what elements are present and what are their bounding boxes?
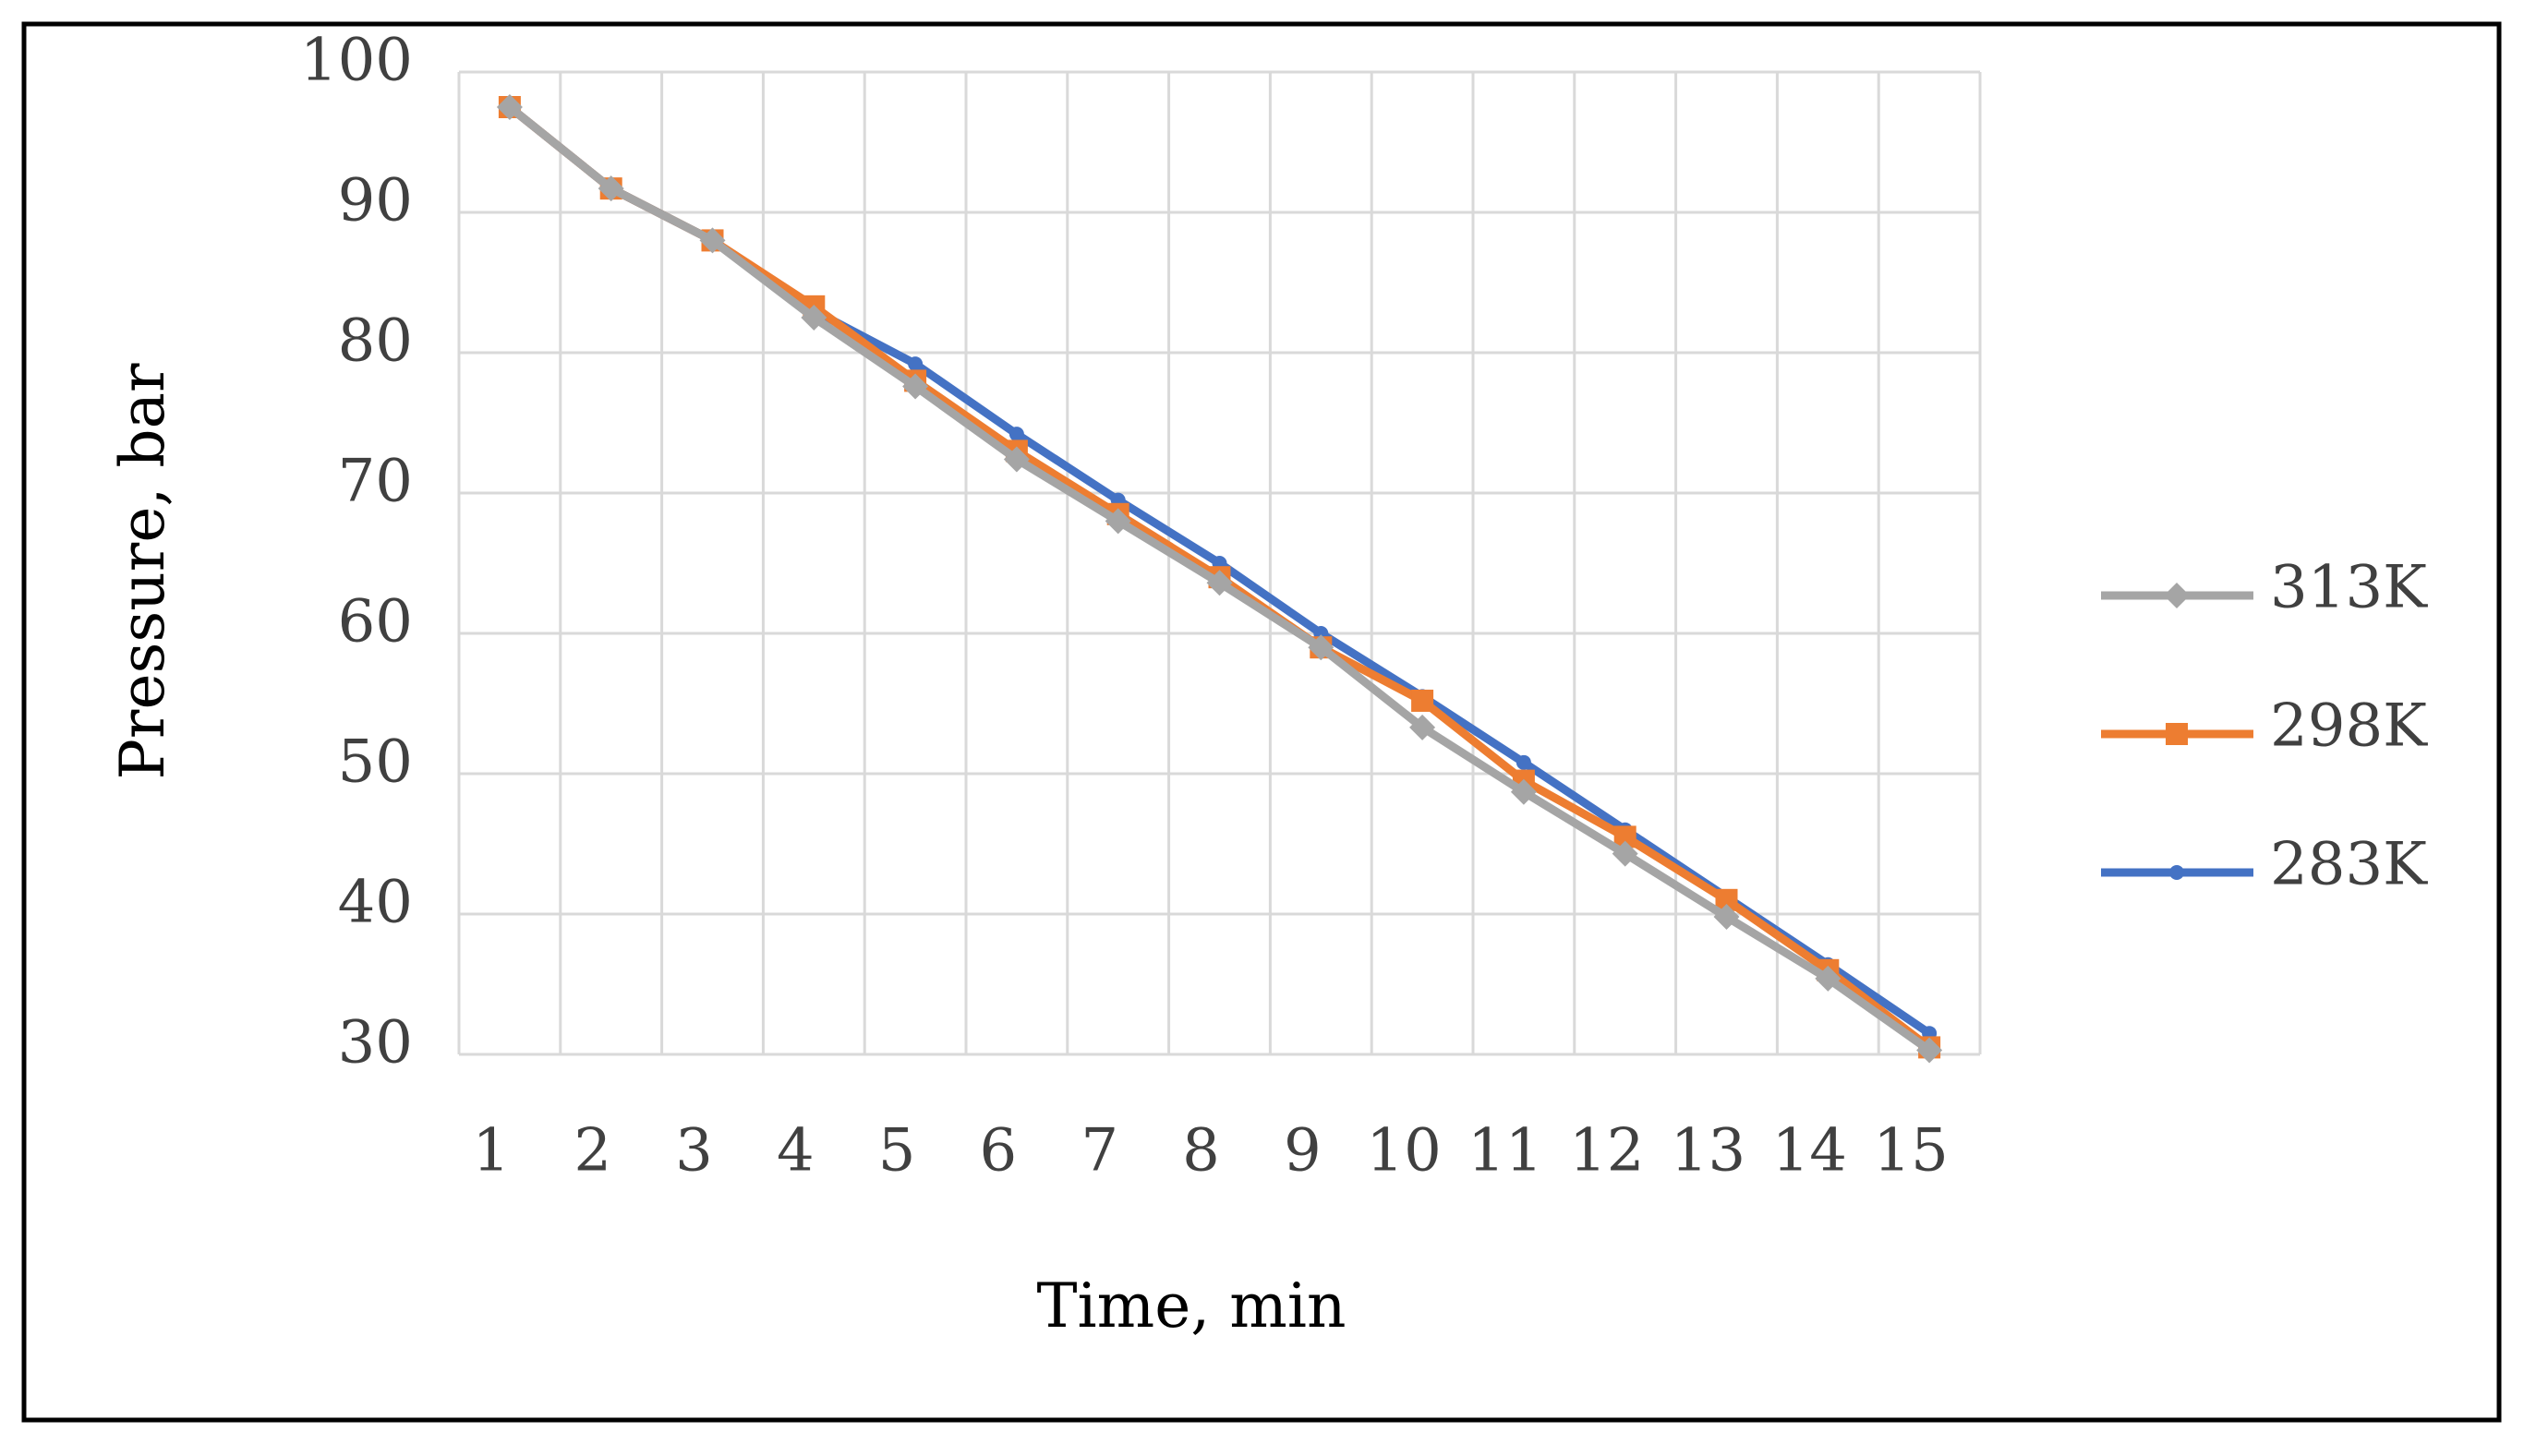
x-tick-label: 9 xyxy=(1284,1117,1322,1185)
marker xyxy=(496,94,523,120)
marker xyxy=(1612,840,1638,867)
marker xyxy=(2169,865,2184,880)
legend-label: 283K xyxy=(2270,831,2428,899)
x-tick-label: 15 xyxy=(1873,1117,1948,1185)
x-tick-label: 8 xyxy=(1182,1117,1220,1185)
y-tick-label: 80 xyxy=(338,307,413,376)
marker xyxy=(1815,965,1842,992)
y-tick-label: 90 xyxy=(338,167,413,235)
y-axis-title: Pressure, bar xyxy=(107,363,178,779)
x-tick-label: 11 xyxy=(1467,1117,1542,1185)
marker xyxy=(1003,446,1030,473)
x-tick-label: 13 xyxy=(1671,1117,1745,1185)
marker xyxy=(1008,427,1024,442)
marker xyxy=(2166,723,2188,745)
marker xyxy=(1713,904,1740,931)
marker xyxy=(1510,778,1537,805)
y-tick-label: 30 xyxy=(338,1009,413,1077)
marker xyxy=(2164,583,2190,608)
marker xyxy=(1206,570,1233,596)
x-tick-label: 7 xyxy=(1081,1117,1118,1185)
marker xyxy=(598,175,624,202)
legend-label: 313K xyxy=(2270,554,2428,622)
x-tick-label: 12 xyxy=(1569,1117,1644,1185)
x-tick-label: 1 xyxy=(473,1117,511,1185)
y-tick-label: 60 xyxy=(338,588,413,656)
y-tick-label: 70 xyxy=(338,448,413,516)
marker xyxy=(801,305,827,331)
marker xyxy=(908,356,924,372)
marker xyxy=(1105,508,1131,535)
y-tick-label: 100 xyxy=(300,27,413,95)
legend-label: 298K xyxy=(2270,692,2428,761)
x-tick-label: 6 xyxy=(980,1117,1018,1185)
x-tick-label: 10 xyxy=(1366,1117,1441,1185)
marker xyxy=(1409,714,1436,740)
x-axis-title: Time, min xyxy=(1037,1270,1347,1342)
marker xyxy=(699,227,726,254)
marker xyxy=(1411,689,1434,712)
x-tick-label: 2 xyxy=(574,1117,611,1185)
x-tick-label: 5 xyxy=(878,1117,916,1185)
marker xyxy=(1916,1037,1943,1064)
marker xyxy=(1308,634,1334,661)
x-tick-label: 4 xyxy=(777,1117,815,1185)
frame xyxy=(21,21,2502,1423)
x-tick-label: 3 xyxy=(675,1117,713,1185)
y-tick-label: 50 xyxy=(338,728,413,797)
y-tick-label: 40 xyxy=(338,869,413,937)
marker xyxy=(902,373,929,400)
marker xyxy=(1516,754,1531,770)
x-tick-label: 14 xyxy=(1772,1117,1847,1185)
